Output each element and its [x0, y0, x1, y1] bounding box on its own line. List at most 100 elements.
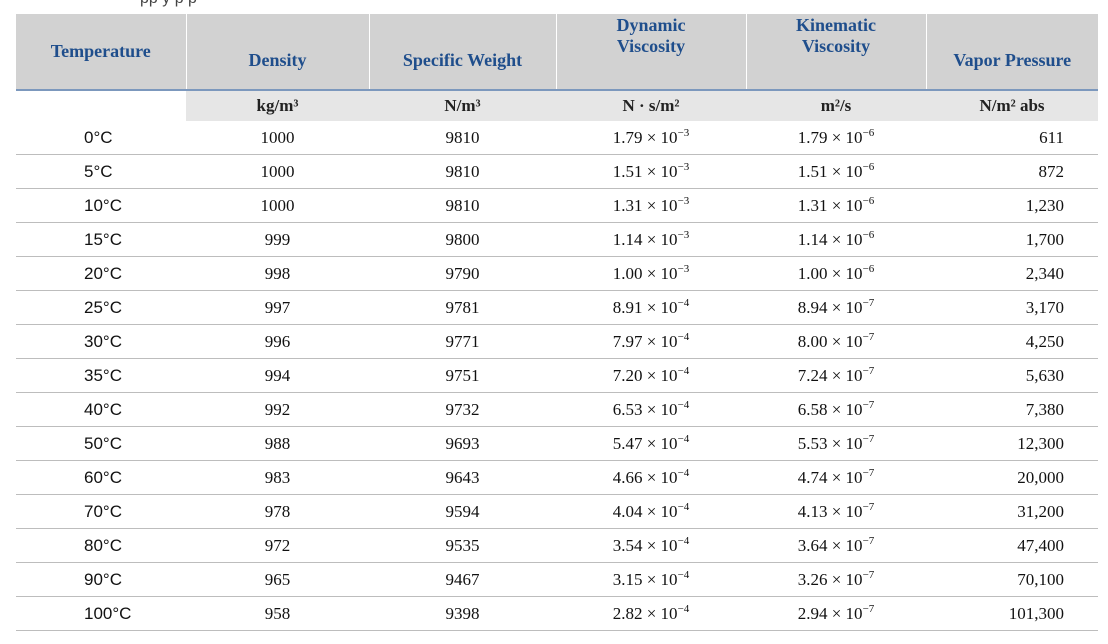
mantissa: 4.74	[797, 468, 828, 487]
cell-temperature: 30°C	[16, 324, 186, 359]
unit-density: kg/m³	[186, 89, 369, 121]
col-header-temperature: Temperature	[16, 14, 187, 90]
table-caption-cutoff: pp y p p	[0, 0, 1108, 14]
table-row: 0°C 1000 9810 1.79 × 10−3 1.79 × 10−6 611	[16, 121, 1098, 155]
exponent: −7	[862, 535, 875, 547]
mantissa: 4.13	[797, 502, 828, 521]
cell-kinematic-viscosity: 8.94 × 10−7	[746, 290, 926, 325]
cell-vapor-pressure: 20,000	[926, 460, 1098, 495]
cell-temperature: 0°C	[16, 121, 186, 155]
cell-density: 996	[186, 324, 369, 359]
table-body: 0°C 1000 9810 1.79 × 10−3 1.79 × 10−6 611 5°C 1…	[16, 121, 1098, 631]
mantissa: 1.79	[797, 128, 828, 147]
cell-dynamic-viscosity: 2.82 × 10−4	[556, 596, 746, 631]
cell-kinematic-viscosity: 4.74 × 10−7	[746, 460, 926, 495]
cell-density: 965	[186, 562, 369, 597]
table-row: 25°C 997 9781 8.91 × 10−4 8.94 × 10−7 3,170	[16, 290, 1098, 325]
cell-temperature: 100°C	[16, 596, 186, 631]
cell-vapor-pressure: 70,100	[926, 562, 1098, 597]
cell-vapor-pressure: 611	[926, 121, 1098, 155]
col-header-dynamic-viscosity: Dynamic Viscosity	[556, 14, 747, 90]
unit-temperature	[16, 89, 186, 121]
mantissa: 1.51	[612, 162, 643, 181]
mantissa: 7.97	[612, 332, 643, 351]
table-row: 80°C 972 9535 3.54 × 10−4 3.64 × 10−7 47,400	[16, 528, 1098, 563]
table-row: 5°C 1000 9810 1.51 × 10−3 1.51 × 10−6 872	[16, 154, 1098, 189]
exponent: −6	[862, 195, 875, 207]
cell-dynamic-viscosity: 5.47 × 10−4	[556, 426, 746, 461]
cell-density: 1000	[186, 121, 369, 155]
exponent: −4	[677, 535, 690, 547]
cell-vapor-pressure: 5,630	[926, 358, 1098, 393]
mantissa: 3.54	[612, 536, 643, 555]
mantissa: 7.24	[797, 366, 828, 385]
cell-dynamic-viscosity: 8.91 × 10−4	[556, 290, 746, 325]
exponent: −7	[862, 297, 875, 309]
cell-dynamic-viscosity: 1.31 × 10−3	[556, 188, 746, 223]
mantissa: 6.53	[612, 400, 643, 419]
caption-text: pp y p p	[140, 0, 197, 8]
cell-temperature: 90°C	[16, 562, 186, 597]
cell-specific-weight: 9732	[369, 392, 556, 427]
cell-dynamic-viscosity: 3.15 × 10−4	[556, 562, 746, 597]
exponent: −3	[677, 127, 690, 139]
cell-temperature: 60°C	[16, 460, 186, 495]
table-row: 10°C 1000 9810 1.31 × 10−3 1.31 × 10−6 1,230	[16, 188, 1098, 223]
col-header-density: Density	[186, 14, 370, 90]
cell-kinematic-viscosity: 1.79 × 10−6	[746, 121, 926, 155]
mantissa: 8.94	[797, 298, 828, 317]
cell-vapor-pressure: 47,400	[926, 528, 1098, 563]
mantissa: 1.51	[797, 162, 828, 181]
cell-vapor-pressure: 12,300	[926, 426, 1098, 461]
exponent: −4	[677, 331, 690, 343]
exponent: −4	[677, 501, 690, 513]
mantissa: 3.15	[612, 570, 643, 589]
cell-specific-weight: 9800	[369, 222, 556, 257]
mantissa: 3.26	[797, 570, 828, 589]
exponent: −3	[677, 195, 690, 207]
cell-temperature: 35°C	[16, 358, 186, 393]
col-header-vapor-pressure: Vapor Pressure	[926, 14, 1098, 90]
exponent: −7	[862, 331, 875, 343]
exponent: −7	[862, 399, 875, 411]
exponent: −4	[677, 399, 690, 411]
water-properties-table: Temperature Density Specific Weight Dyna…	[16, 14, 1098, 631]
exponent: −7	[862, 365, 875, 377]
exponent: −6	[862, 263, 875, 275]
exponent: −6	[862, 229, 875, 241]
cell-density: 983	[186, 460, 369, 495]
mantissa: 3.64	[797, 536, 828, 555]
cell-specific-weight: 9810	[369, 188, 556, 223]
header-line: Viscosity	[801, 35, 871, 56]
mantissa: 5.53	[797, 434, 828, 453]
cell-vapor-pressure: 4,250	[926, 324, 1098, 359]
exponent: −4	[677, 467, 690, 479]
header-line: Viscosity	[616, 35, 686, 56]
cell-specific-weight: 9771	[369, 324, 556, 359]
cell-kinematic-viscosity: 8.00 × 10−7	[746, 324, 926, 359]
table-row: 70°C 978 9594 4.04 × 10−4 4.13 × 10−7 31,200	[16, 494, 1098, 529]
cell-vapor-pressure: 2,340	[926, 256, 1098, 291]
mantissa: 1.00	[612, 264, 643, 283]
cell-vapor-pressure: 872	[926, 154, 1098, 189]
mantissa: 2.82	[612, 604, 643, 623]
cell-specific-weight: 9751	[369, 358, 556, 393]
table-row: 35°C 994 9751 7.20 × 10−4 7.24 × 10−7 5,630	[16, 358, 1098, 393]
header-line: Kinematic	[796, 14, 876, 35]
cell-density: 994	[186, 358, 369, 393]
cell-dynamic-viscosity: 4.04 × 10−4	[556, 494, 746, 529]
cell-density: 992	[186, 392, 369, 427]
cell-kinematic-viscosity: 3.26 × 10−7	[746, 562, 926, 597]
col-header-specific-weight: Specific Weight	[369, 14, 557, 90]
exponent: −7	[862, 501, 875, 513]
cell-specific-weight: 9790	[369, 256, 556, 291]
cell-kinematic-viscosity: 1.31 × 10−6	[746, 188, 926, 223]
exponent: −7	[862, 467, 875, 479]
cell-specific-weight: 9467	[369, 562, 556, 597]
cell-dynamic-viscosity: 1.00 × 10−3	[556, 256, 746, 291]
cell-specific-weight: 9594	[369, 494, 556, 529]
cell-dynamic-viscosity: 1.51 × 10−3	[556, 154, 746, 189]
exponent: −7	[862, 433, 875, 445]
exponent: −7	[862, 603, 875, 615]
